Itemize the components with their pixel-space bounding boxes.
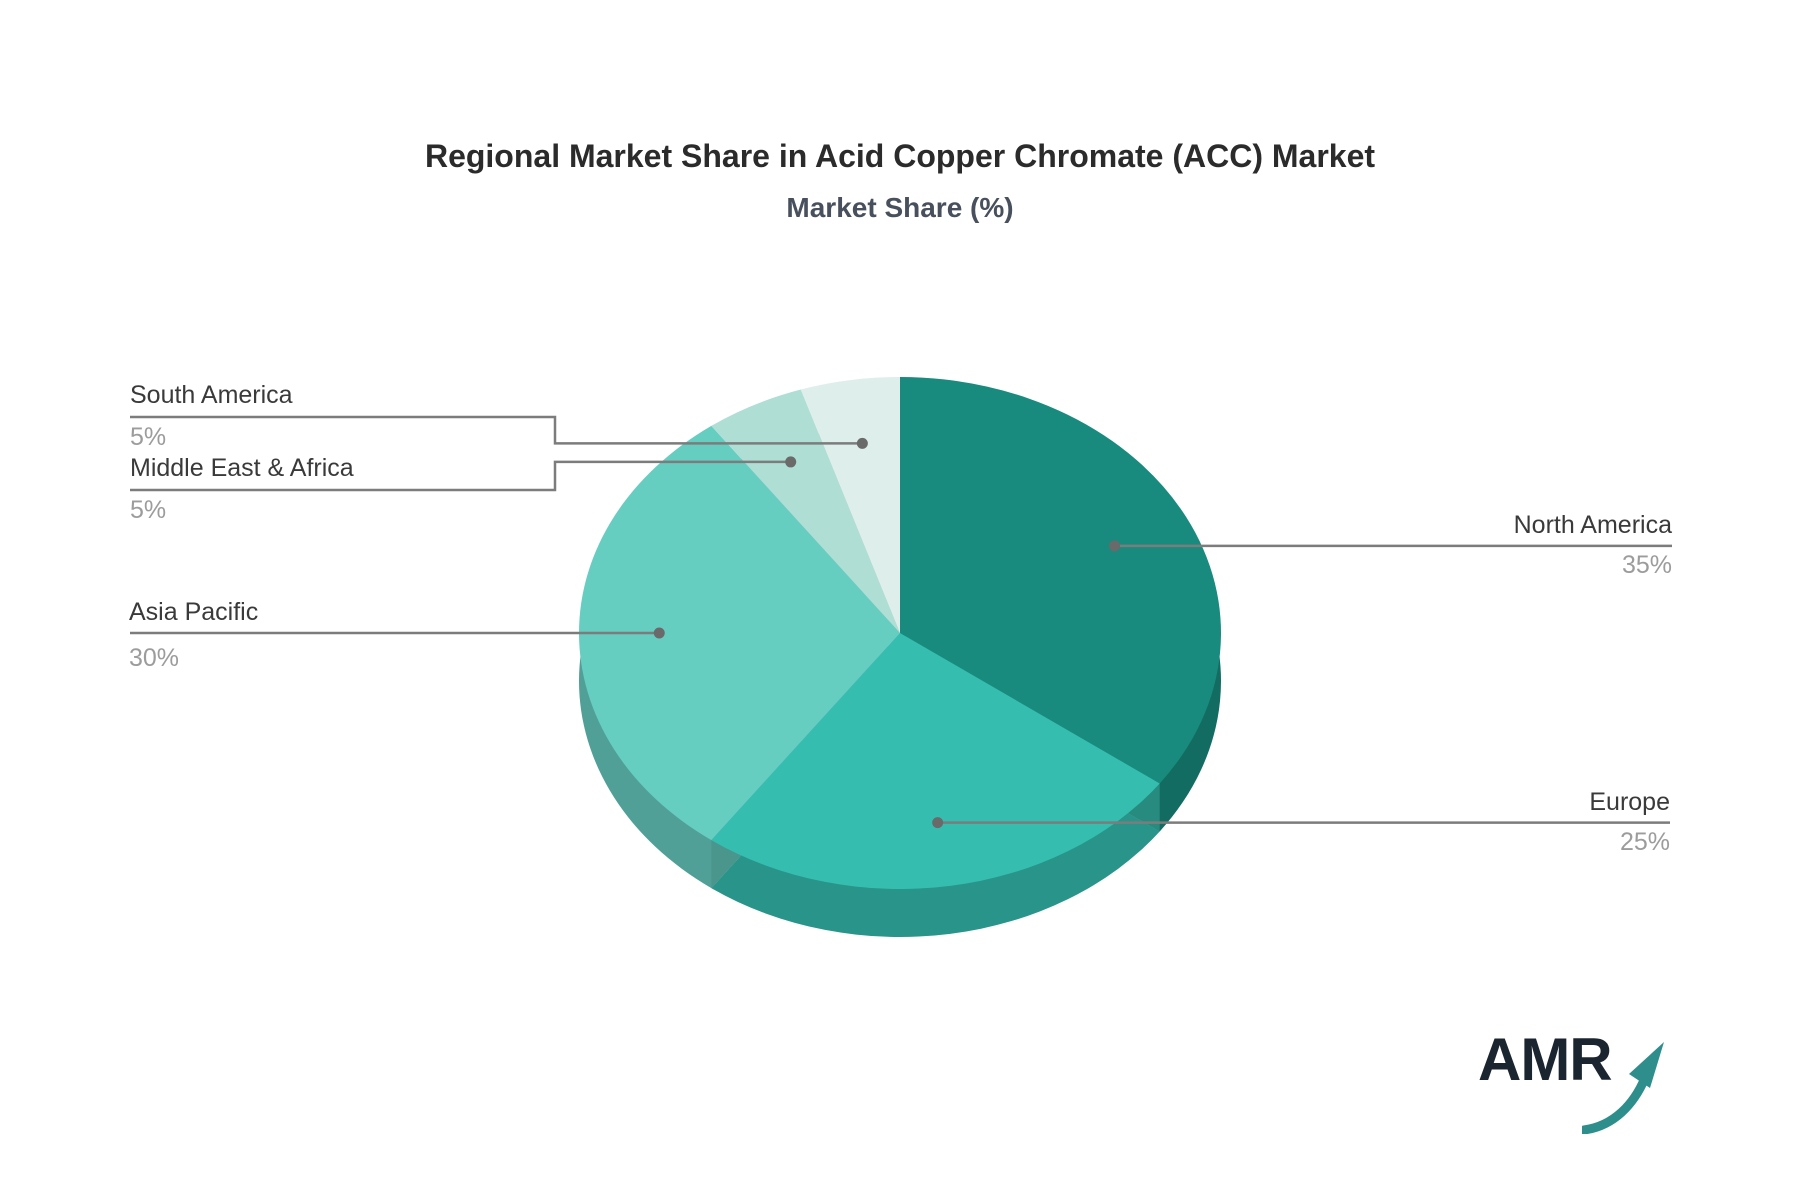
callout-label-europe: Europe <box>1589 788 1670 817</box>
slice-value: 35% <box>1621 551 1672 579</box>
pie-slice-north-america <box>900 377 1221 784</box>
leader-line-south-america <box>130 415 863 445</box>
leader-line-middle-east-africa <box>130 460 791 492</box>
chart-title: Regional Market Share in Acid Copper Chr… <box>424 138 1376 174</box>
slice-label: Asia Pacific <box>129 598 259 626</box>
callout-label-asia-pacific: Asia Pacific <box>129 598 259 627</box>
leader-dot-north-america <box>1109 540 1121 552</box>
callout-label-south-america: South America <box>130 381 293 410</box>
callout-value-middle-east-africa: 5% <box>130 496 167 525</box>
leader-dot-middle-east-africa <box>785 456 797 468</box>
leader-dot-south-america <box>856 437 868 449</box>
callout-value-asia-pacific: 30% <box>129 644 180 673</box>
slice-value: 25% <box>1619 828 1670 856</box>
callout-value-north-america: 35% <box>1621 551 1672 580</box>
callout-label-middle-east-africa: Middle East & Africa <box>130 454 354 483</box>
amr-logo: AMR <box>1478 1026 1668 1134</box>
slice-value: 5% <box>130 423 167 451</box>
slice-label: South America <box>130 381 293 409</box>
callout-label-north-america: North America <box>1513 511 1672 540</box>
pie-slice-europe <box>711 633 1160 889</box>
amr-logo-text: AMR <box>1478 1026 1613 1093</box>
slice-label: Middle East & Africa <box>130 454 354 482</box>
pie-slice-south-america <box>800 377 900 633</box>
slice-label: North America <box>1513 511 1672 539</box>
pie-slice-asia-pacific <box>578 425 900 841</box>
slice-value: 5% <box>130 496 167 524</box>
pie-slice-middle-east-africa <box>711 389 900 633</box>
growth-arrow-icon <box>1582 1042 1664 1134</box>
callout-value-europe: 25% <box>1619 828 1670 857</box>
callout-value-south-america: 5% <box>130 423 167 452</box>
slice-value: 30% <box>129 644 180 672</box>
slice-label: Europe <box>1589 788 1670 816</box>
leader-dot-asia-pacific <box>653 627 665 639</box>
leader-dot-europe <box>932 817 944 829</box>
chart-subtitle: Market Share (%) <box>786 192 1014 223</box>
